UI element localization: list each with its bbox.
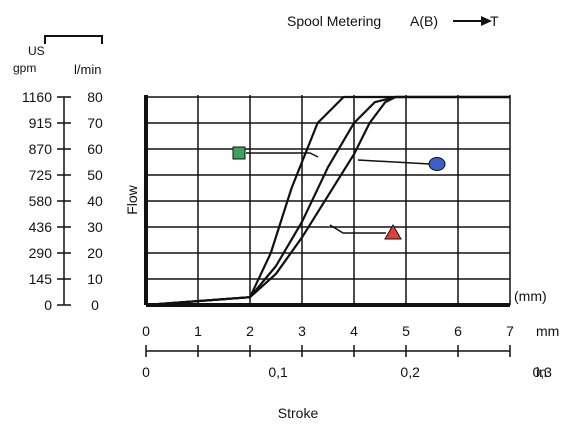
flow-curves: [145, 95, 510, 307]
marker-leader-circle: [357, 159, 431, 165]
marker-leader-square: [246, 152, 319, 158]
flow-curve-circle: [145, 95, 510, 307]
marker-circle: [428, 157, 446, 171]
y-tick-label-us: 0: [44, 297, 52, 313]
marker-triangle: [384, 223, 402, 240]
x-tick-label-mm: 4: [350, 323, 358, 339]
y-unit-us-label: US gpm: [13, 44, 48, 75]
y-tick-label-metric: 80: [87, 89, 103, 105]
title-arrow-head: [481, 16, 492, 26]
y-tick-label-metric: 70: [87, 115, 103, 131]
x-tick-label-mm: 1: [194, 323, 202, 339]
chart-title-dest: T: [490, 13, 499, 29]
series-markers: [232, 146, 446, 240]
x-tick-label-in: 0,1: [268, 364, 288, 380]
y-tick-label-metric: 20: [87, 245, 103, 261]
x-unit-mm: mm: [536, 323, 559, 339]
y-tick-label-us: 725: [29, 167, 53, 183]
y-tick-label-us: 580: [29, 193, 53, 209]
marker-square: [232, 146, 246, 160]
y-scales: 80 1160 70 915 60 870 50 725 40 580 30 436 20 290 10 14…: [22, 89, 103, 313]
y-tick-label-us: 290: [29, 245, 53, 261]
x-tick-label-mm: 6: [454, 323, 462, 339]
flow-curve-triangle: [145, 95, 510, 307]
x-tick-label-mm: 0: [142, 323, 150, 339]
y-tick-label-metric: 0: [91, 297, 99, 313]
y-tick-label-us: 915: [29, 115, 53, 131]
chart-title: Spool Metering: [287, 13, 381, 29]
x-tick-label-mm: 5: [402, 323, 410, 339]
y-tick-label-us: 145: [29, 271, 53, 287]
y-unit-metric-label: l/min: [74, 62, 101, 77]
x-tick-label-in: 0,2: [400, 364, 420, 380]
x-tick-label-mm: 2: [246, 323, 254, 339]
y-tick-label-metric: 50: [87, 167, 103, 183]
x-tick-label-in: 0,3: [533, 364, 553, 380]
y-tick-label-us: 436: [29, 219, 53, 235]
x-tick-label-mm: 3: [298, 323, 306, 339]
x-tick-label-mm: 7: [506, 323, 514, 339]
unit-bracket: [44, 35, 103, 44]
y-tick-label-metric: 10: [87, 271, 103, 287]
x-unit-in: in: [536, 364, 547, 380]
y-tick-label-metric: 40: [87, 193, 103, 209]
y-tick-label-metric: 30: [87, 219, 103, 235]
x-scales: 0 1 2 3 4 5 6 7 0 0,1 0,2 0,3: [142, 323, 552, 380]
marker-leader-triangle: [329, 224, 386, 234]
y-tick-label-metric: 60: [87, 141, 103, 157]
plot-grid: [144, 95, 511, 307]
chart-title-port: A(B): [410, 13, 438, 29]
x-axis-label: Stroke: [278, 405, 319, 421]
y-axis-label: Flow: [124, 184, 140, 214]
x-tick-label-in: 0: [142, 364, 150, 380]
x-unit-inner-label: (mm): [514, 288, 547, 304]
y-tick-label-us: 1160: [22, 89, 52, 105]
y-tick-label-us: 870: [29, 141, 53, 157]
